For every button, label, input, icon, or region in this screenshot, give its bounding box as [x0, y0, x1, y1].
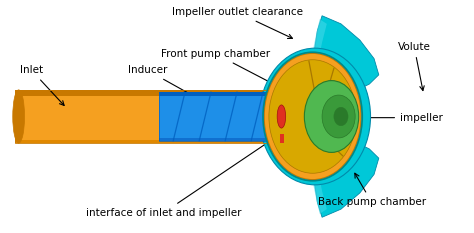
Ellipse shape [269, 60, 356, 173]
Text: interface of inlet and impeller: interface of inlet and impeller [86, 138, 274, 218]
Polygon shape [301, 138, 379, 217]
Text: Back pump chamber: Back pump chamber [318, 173, 426, 207]
Ellipse shape [334, 107, 348, 126]
Ellipse shape [277, 105, 286, 128]
Bar [159, 92, 282, 96]
Ellipse shape [259, 48, 371, 185]
Text: Front pump chamber: Front pump chamber [161, 49, 288, 92]
Bar [159, 138, 282, 141]
Bar [159, 92, 282, 141]
Bar [281, 90, 314, 143]
Bar [15, 140, 282, 143]
Bar [159, 92, 282, 141]
Text: Inducer: Inducer [128, 65, 212, 106]
Text: Impeller outlet clearance: Impeller outlet clearance [172, 7, 302, 38]
Bar [15, 90, 282, 143]
Text: Inlet: Inlet [20, 65, 64, 106]
Text: impeller: impeller [352, 113, 443, 123]
Polygon shape [308, 19, 327, 75]
Bar [281, 90, 314, 96]
Ellipse shape [304, 81, 359, 152]
Ellipse shape [322, 95, 355, 138]
Bar [281, 134, 284, 143]
Bar [15, 90, 282, 96]
Polygon shape [308, 158, 327, 214]
Bar [15, 90, 282, 143]
Ellipse shape [13, 90, 25, 143]
Ellipse shape [264, 53, 361, 180]
Text: Volute: Volute [398, 42, 431, 91]
Polygon shape [301, 16, 379, 95]
